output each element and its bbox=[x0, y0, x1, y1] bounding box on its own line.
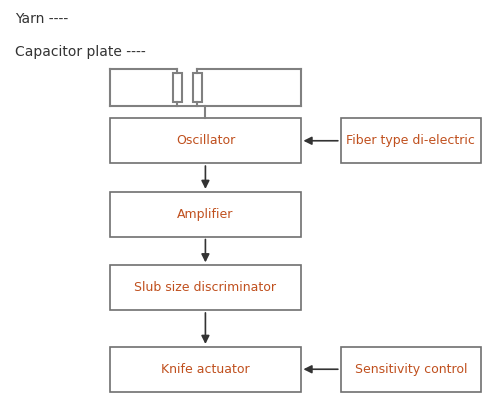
Bar bbox=[110, 265, 301, 310]
Bar bbox=[193, 73, 202, 102]
Text: Oscillator: Oscillator bbox=[176, 134, 235, 147]
Bar bbox=[110, 347, 301, 392]
Text: Knife actuator: Knife actuator bbox=[161, 363, 249, 376]
Text: Amplifier: Amplifier bbox=[177, 208, 233, 221]
Bar bbox=[110, 192, 301, 237]
Text: Yarn ----: Yarn ---- bbox=[15, 12, 68, 26]
Bar bbox=[341, 118, 481, 163]
Text: Fiber type di-electric: Fiber type di-electric bbox=[346, 134, 475, 147]
Text: Sensitivity control: Sensitivity control bbox=[355, 363, 467, 376]
Bar bbox=[173, 73, 182, 102]
Text: Slub size discriminator: Slub size discriminator bbox=[134, 281, 277, 294]
Bar bbox=[341, 347, 481, 392]
Bar bbox=[110, 118, 301, 163]
Text: Capacitor plate ----: Capacitor plate ---- bbox=[15, 45, 146, 59]
